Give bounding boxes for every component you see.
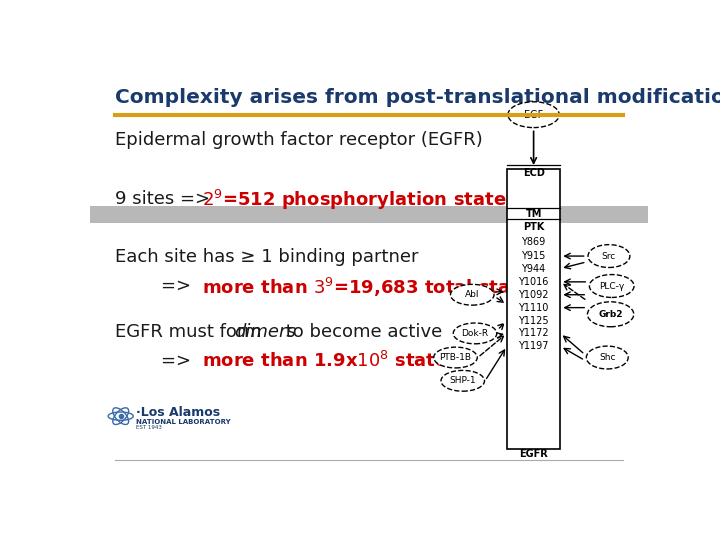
Text: Y1125: Y1125	[518, 315, 549, 326]
Text: EGFR: EGFR	[519, 449, 548, 458]
Text: more than $3^9$=19,683 total states: more than $3^9$=19,683 total states	[202, 275, 542, 299]
Text: Y944: Y944	[521, 264, 546, 274]
Text: EST 1943: EST 1943	[136, 425, 161, 430]
Text: ·Los Alamos: ·Los Alamos	[136, 406, 220, 420]
Text: =>: =>	[115, 352, 197, 370]
Ellipse shape	[433, 347, 477, 368]
Text: Y1092: Y1092	[518, 290, 549, 300]
Text: Y1016: Y1016	[518, 277, 549, 287]
FancyBboxPatch shape	[507, 168, 560, 449]
Text: $2^9$=512 phosphorylation states: $2^9$=512 phosphorylation states	[202, 188, 517, 212]
Text: Epidermal growth factor receptor (EGFR): Epidermal growth factor receptor (EGFR)	[115, 131, 483, 150]
Text: Abl: Abl	[465, 290, 480, 299]
Ellipse shape	[590, 274, 634, 298]
Text: 9 sites =>: 9 sites =>	[115, 190, 216, 207]
Text: SHP-1: SHP-1	[449, 376, 476, 386]
Text: dimers: dimers	[234, 322, 296, 341]
Text: Complexity arises from post-translational modifications: Complexity arises from post-translationa…	[115, 87, 720, 107]
Text: PTB-1B: PTB-1B	[439, 353, 472, 362]
Text: Src: Src	[602, 252, 616, 261]
Text: TM: TM	[526, 210, 541, 219]
Text: Shc: Shc	[599, 353, 616, 362]
Text: Y1172: Y1172	[518, 328, 549, 339]
Text: PLC-γ: PLC-γ	[599, 281, 624, 291]
Ellipse shape	[586, 346, 628, 369]
Ellipse shape	[454, 323, 497, 344]
Ellipse shape	[588, 245, 630, 267]
Text: more than 1.9x$10^8$ states: more than 1.9x$10^8$ states	[202, 350, 458, 370]
Text: Grb2: Grb2	[598, 310, 623, 319]
Text: Y915: Y915	[521, 251, 546, 261]
Text: NATIONAL LABORATORY: NATIONAL LABORATORY	[136, 420, 230, 426]
Text: Y1197: Y1197	[518, 341, 549, 352]
Ellipse shape	[508, 102, 559, 127]
Text: =>: =>	[115, 277, 197, 295]
Text: Y1110: Y1110	[518, 302, 549, 313]
Ellipse shape	[451, 285, 494, 305]
Ellipse shape	[588, 302, 634, 327]
Text: Each site has ≥ 1 binding partner: Each site has ≥ 1 binding partner	[115, 248, 418, 266]
Ellipse shape	[441, 370, 485, 391]
Text: Dok-R: Dok-R	[462, 329, 489, 338]
Text: to become active: to become active	[280, 322, 442, 341]
Text: PTK: PTK	[523, 222, 544, 232]
Text: ECD: ECD	[523, 168, 544, 178]
Text: Y869: Y869	[521, 238, 546, 247]
Text: EGF: EGF	[524, 110, 543, 120]
Text: EGFR must form: EGFR must form	[115, 322, 267, 341]
FancyBboxPatch shape	[90, 206, 648, 223]
